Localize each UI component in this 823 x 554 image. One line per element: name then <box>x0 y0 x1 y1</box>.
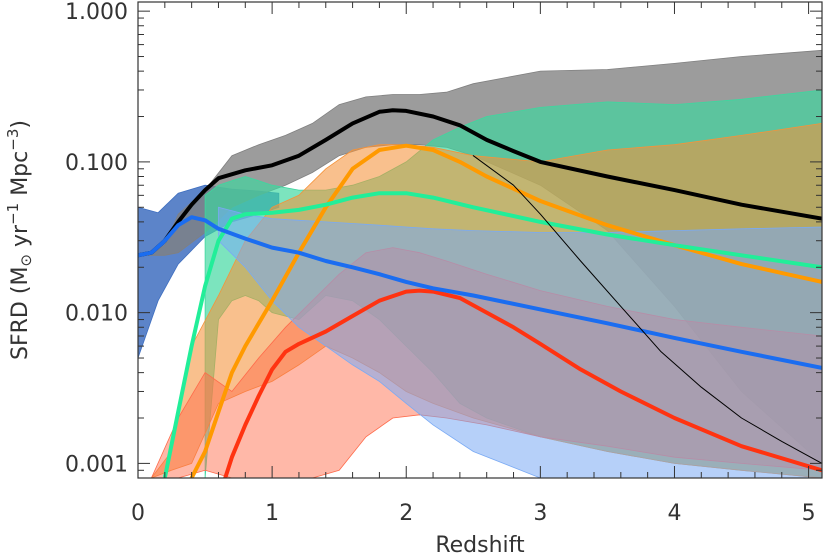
x-tick-label: 4 <box>667 501 681 526</box>
x-tick-label: 0 <box>131 501 145 526</box>
y-tick-label: 0.001 <box>65 452 128 477</box>
x-tick-label: 3 <box>533 501 547 526</box>
sfrd-curve-3 <box>162 191 822 478</box>
y-tick-label: 0.010 <box>65 302 128 327</box>
axis-ticks <box>137 2 822 479</box>
y-tick-label: 1.000 <box>65 0 128 25</box>
x-tick-label: 2 <box>399 501 413 526</box>
uncertainty-band-6 <box>218 206 822 478</box>
y-axis-label: SFRD (M⊙ yr−1 Mpc−3) <box>4 120 35 360</box>
sfrd-curve-6 <box>472 155 822 464</box>
x-tick-label: 1 <box>265 501 279 526</box>
sfrd-curve-1 <box>138 108 822 258</box>
x-tick-label: 5 <box>802 501 816 526</box>
sfrd-curve-4 <box>223 288 822 478</box>
plot-frame <box>137 1 823 479</box>
tick-labels: 0 1 2 3 4 5 0.001 0.010 0.100 1.000 <box>65 0 816 526</box>
sfrd-curve-2 <box>189 143 822 478</box>
x-axis-label: Redshift <box>435 533 525 554</box>
sfrd-curve-5 <box>138 215 822 370</box>
y-tick-label: 0.100 <box>65 151 128 176</box>
sfrd-curves <box>138 108 822 478</box>
